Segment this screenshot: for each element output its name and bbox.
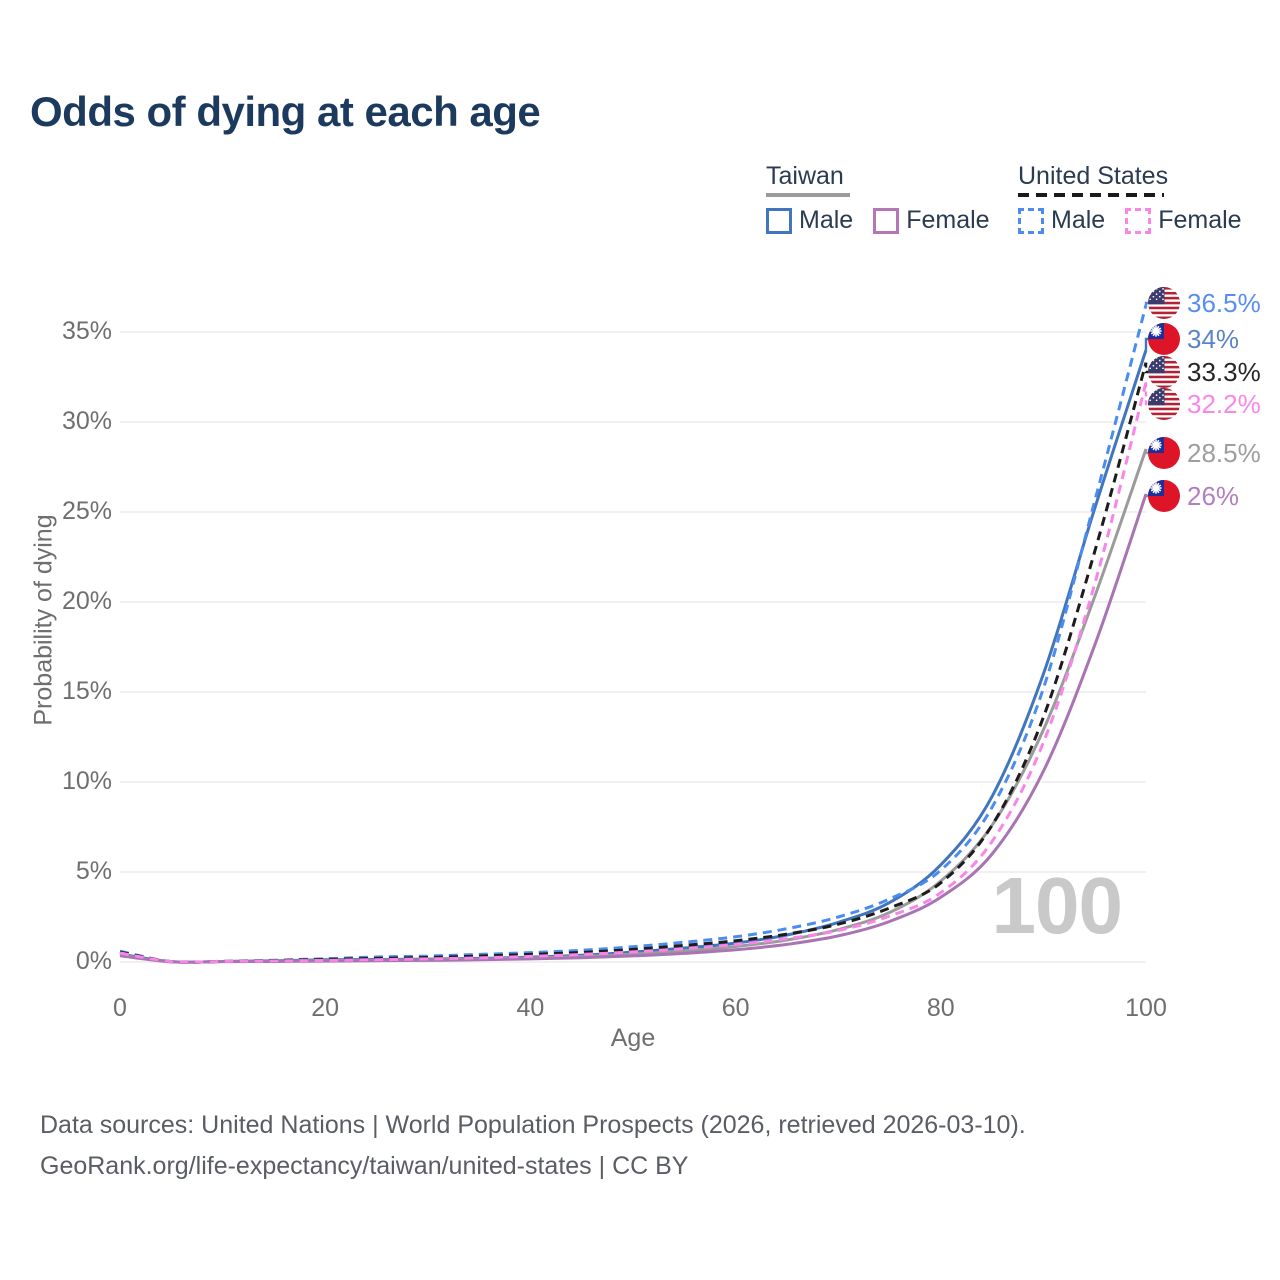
x-axis-tick-label: 60 <box>721 994 750 1022</box>
end-label-tw_male: 34% <box>1148 323 1239 355</box>
y-axis-tick-label: 35% <box>61 317 112 345</box>
taiwan-female-swatch <box>873 207 900 234</box>
end-label-value-us_male: 36.5% <box>1187 287 1261 318</box>
x-axis-title: Age <box>610 1024 656 1052</box>
end-label-tw_total: 28.5% <box>1148 437 1261 469</box>
end-connector-us_female <box>1144 382 1151 406</box>
legend-label-taiwan-male: Male <box>799 206 854 234</box>
age-indicator-watermark: 100 <box>991 861 1123 950</box>
end-label-tw_female: 26% <box>1148 480 1239 512</box>
end-label-value-tw_female: 26% <box>1187 480 1240 511</box>
legend-item-taiwan-male[interactable]: Male <box>766 206 853 235</box>
us-flag-icon <box>1148 287 1180 319</box>
end-label-value-us_total: 33.3% <box>1187 356 1261 387</box>
footer-attribution: GeoRank.org/life-expectancy/taiwan/unite… <box>40 1152 689 1180</box>
legend-group-united-states: United States Male Female <box>1018 162 1242 235</box>
end-label-value-us_female: 32.2% <box>1187 388 1261 419</box>
series-line-us_female <box>119 382 1148 964</box>
legend-group-taiwan: Taiwan Male Female <box>766 162 990 235</box>
legend-header-taiwan: Taiwan <box>766 162 990 197</box>
legend-header-united-states: United States <box>1018 162 1242 197</box>
legend-items-taiwan: Male Female <box>766 206 990 235</box>
legend-item-taiwan-female[interactable]: Female <box>873 206 990 235</box>
legend-header-united-states-label: United States <box>1018 162 1169 190</box>
us-male-swatch <box>1018 207 1044 234</box>
end-label-us_female: 32.2% <box>1148 388 1261 420</box>
y-axis-tick-label: 0% <box>75 947 112 975</box>
us-flag-icon <box>1148 356 1180 388</box>
legend-header-taiwan-label: Taiwan <box>766 162 844 190</box>
y-axis-title: Probability of dying <box>29 514 58 726</box>
legend-items-united-states: Male Female <box>1018 206 1242 235</box>
us-flag-icon <box>1148 388 1180 420</box>
taiwan-flag-icon <box>1148 323 1180 355</box>
x-axis-tick-label: 80 <box>926 994 955 1022</box>
footer-data-sources: Data sources: United Nations | World Pop… <box>40 1111 1026 1139</box>
x-axis-tick-label: 20 <box>311 994 340 1022</box>
end-label-value-tw_male: 34% <box>1187 323 1240 354</box>
y-axis-tick-label: 15% <box>61 677 112 705</box>
taiwan-line-swatch <box>766 193 850 197</box>
taiwan-flag-icon <box>1148 480 1180 512</box>
legend-label-us-male: Male <box>1051 206 1106 234</box>
footer: Data sources: United Nations | World Pop… <box>40 1105 1026 1187</box>
end-label-value-tw_total: 28.5% <box>1187 437 1261 468</box>
x-axis-tick-label: 100 <box>1125 994 1167 1022</box>
x-axis-tick-label: 40 <box>516 994 545 1022</box>
y-axis-tick-label: 10% <box>61 767 112 795</box>
end-connector-us_male <box>1144 301 1151 305</box>
y-axis-tick-label: 25% <box>61 497 112 525</box>
page-title: Odds of dying at each age <box>30 88 541 135</box>
us-line-swatch <box>1018 193 1164 197</box>
taiwan-male-swatch <box>766 207 792 234</box>
x-axis-tick-label: 0 <box>113 994 127 1022</box>
end-label-us_total: 33.3% <box>1148 356 1261 388</box>
legend-label-us-female: Female <box>1158 206 1242 234</box>
end-label-us_male: 36.5% <box>1148 287 1261 319</box>
y-axis-tick-label: 20% <box>61 587 112 615</box>
y-axis-tick-label: 30% <box>61 407 112 435</box>
taiwan-flag-icon <box>1148 437 1180 469</box>
us-female-swatch <box>1125 207 1152 234</box>
legend-item-us-male[interactable]: Male <box>1018 206 1105 235</box>
y-axis-tick-label: 5% <box>75 857 112 885</box>
legend-label-taiwan-female: Female <box>906 206 990 234</box>
legend-item-us-female[interactable]: Female <box>1125 206 1242 235</box>
